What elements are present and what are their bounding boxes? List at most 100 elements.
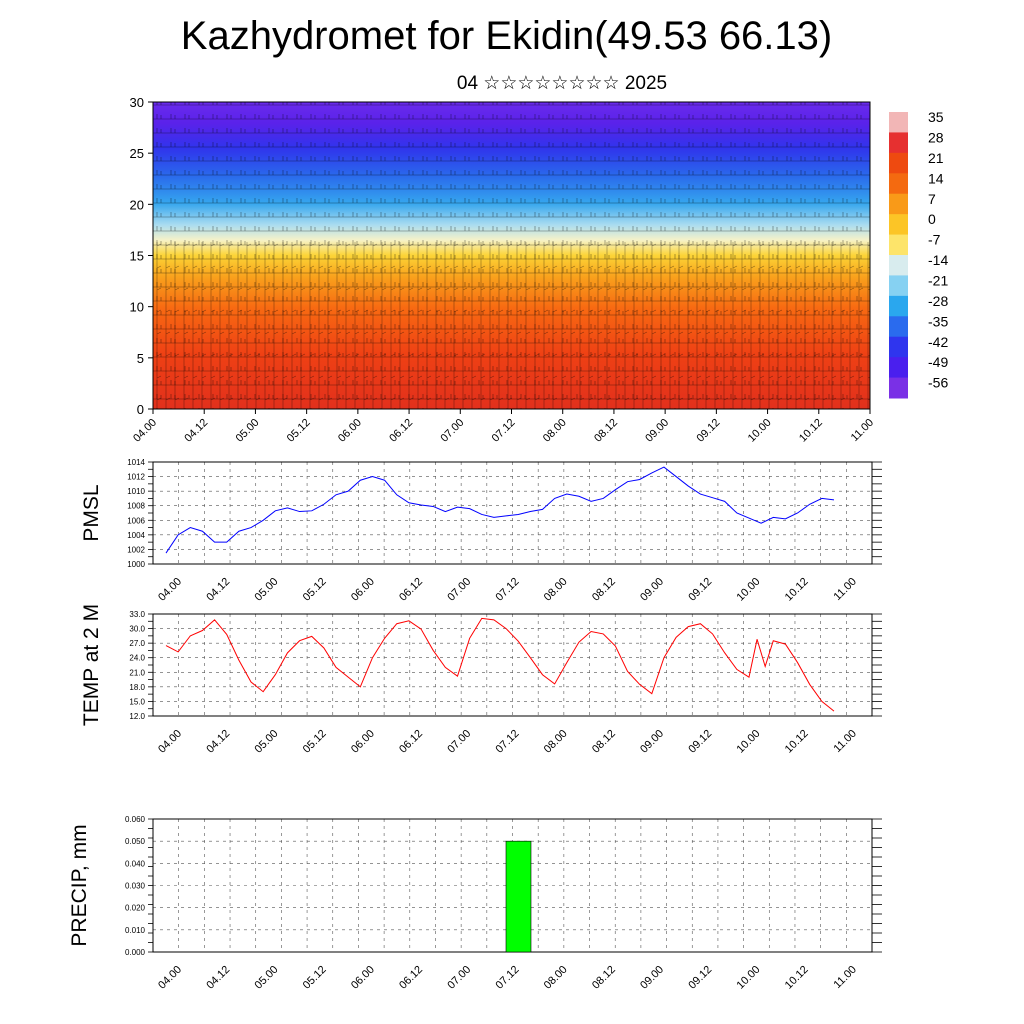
pmsl-ytick-label: 1010: [127, 487, 145, 496]
pmsl-xtick-label: 05.12: [301, 576, 329, 604]
heatmap-ytick-label: 25: [130, 146, 144, 161]
heatmap-ytick-label: 0: [137, 402, 144, 417]
precip-xtick-label: 09.00: [638, 964, 666, 992]
heatmap-xtick-label: 08.00: [541, 417, 569, 445]
colorbar-swatch: [889, 132, 908, 154]
precip-xtick-label: 04.00: [156, 964, 184, 992]
heatmap-xtick-label: 08.12: [592, 417, 620, 445]
colorbar-label: -28: [928, 293, 948, 309]
pmsl-xtick-label: 04.00: [156, 576, 184, 604]
heatmap-xtick-label: 10.12: [797, 417, 825, 445]
pmsl-ytick-label: 1014: [127, 458, 145, 467]
heatmap-ytick-label: 5: [137, 351, 144, 366]
temp-ytick-label: 21.0: [129, 668, 145, 677]
colorbar-swatch: [889, 295, 908, 317]
colorbar-label: -7: [928, 232, 941, 248]
colorbar-label: -35: [928, 313, 948, 329]
colorbar-label: -42: [928, 334, 948, 350]
pmsl-xtick-label: 11.00: [832, 576, 859, 603]
temp-series-line: [165, 617, 835, 712]
temp-xtick-label: 10.00: [735, 728, 763, 756]
colorbar-swatch: [889, 152, 908, 174]
colorbar-label: 28: [928, 130, 944, 146]
precip-xtick-label: 07.12: [494, 964, 522, 992]
heatmap-xtick-label: 09.00: [643, 417, 671, 445]
heatmap-xtick-label: 04.00: [131, 417, 159, 445]
precip-ytick-label: 0.000: [125, 948, 146, 957]
temp-ytick-label: 15.0: [129, 697, 145, 706]
heatmap-xtick-label: 09.12: [695, 417, 723, 445]
colorbar-label: -56: [928, 375, 948, 391]
temp-xtick-label: 09.12: [686, 728, 714, 756]
pmsl-xtick-label: 06.12: [397, 576, 425, 604]
pmsl-xtick-label: 08.00: [542, 576, 570, 604]
colorbar-label: -49: [928, 354, 948, 370]
pmsl-ylabel: PMSL: [80, 484, 103, 541]
precip-ytick-label: 0.060: [125, 815, 146, 824]
colorbar-label: -14: [928, 252, 948, 268]
heatmap-xtick-label: 05.00: [234, 417, 262, 445]
colorbar-label: 21: [928, 150, 944, 166]
pmsl-xtick-label: 09.12: [686, 576, 714, 604]
pmsl-xtick-label: 07.00: [445, 576, 473, 604]
pmsl-xtick-label: 05.00: [253, 576, 281, 604]
colorbar-swatch: [889, 357, 908, 379]
colorbar-swatch: [889, 255, 908, 276]
temp-xtick-label: 05.00: [253, 728, 281, 756]
precip-ytick-label: 0.050: [125, 837, 146, 846]
precip-ytick-label: 0.010: [125, 926, 146, 935]
pmsl-ytick-label: 1012: [127, 473, 145, 482]
colorbar-swatch: [889, 234, 908, 256]
pmsl-xtick-label: 09.00: [638, 576, 666, 604]
pmsl-series-line: [165, 466, 835, 554]
temp-xtick-label: 09.00: [638, 728, 666, 756]
pmsl-xtick-label: 07.12: [494, 576, 522, 604]
temp-xtick-label: 11.00: [832, 728, 859, 755]
temp-ytick-label: 27.0: [129, 639, 145, 648]
pmsl-xtick-label: 04.12: [204, 576, 232, 604]
temp-ytick-label: 30.0: [129, 625, 145, 634]
pmsl-xtick-label: 10.00: [735, 576, 763, 604]
pmsl-ytick-label: 1004: [127, 531, 145, 540]
colorbar-swatch: [889, 316, 908, 338]
colorbar-swatch: [889, 173, 908, 195]
temp-xtick-label: 04.00: [156, 728, 184, 756]
colorbar-label: 0: [928, 211, 936, 227]
temp-xtick-label: 07.12: [494, 728, 522, 756]
heatmap-xtick-label: 05.12: [285, 417, 313, 445]
heatmap-xtick-label: 10.00: [746, 417, 774, 445]
precip-ytick-label: 0.040: [125, 859, 146, 868]
pmsl-xtick-label: 08.12: [590, 576, 618, 604]
precip-xtick-label: 05.00: [253, 964, 281, 992]
pmsl-ytick-label: 1006: [127, 516, 145, 525]
colorbar-swatch: [889, 336, 908, 358]
wind-barbs-overlay-lower: [153, 242, 870, 409]
precip-xtick-label: 06.00: [349, 964, 377, 992]
precip-ytick-label: 0.030: [125, 882, 146, 891]
precip-xtick-label: 04.12: [204, 964, 232, 992]
heatmap-xtick-label: 11.00: [849, 417, 876, 444]
heatmap-xtick-label: 06.12: [387, 417, 415, 445]
pmsl-ytick-label: 1002: [127, 545, 145, 554]
heatmap-ytick-label: 15: [130, 249, 144, 264]
temp-xtick-label: 06.00: [349, 728, 377, 756]
heatmap-xtick-label: 04.12: [182, 417, 210, 445]
precip-xtick-label: 08.12: [590, 964, 618, 992]
chart-title: Kazhydromet for Ekidin(49.53 66.13): [180, 14, 833, 58]
temp-ytick-label: 33.0: [129, 610, 145, 619]
chart-subtitle: 04 ☆☆☆☆☆☆☆☆ 2025: [456, 73, 668, 94]
temp-ytick-label: 18.0: [129, 683, 145, 692]
temp-xtick-label: 10.12: [783, 728, 811, 756]
heatmap-xtick-label: 06.00: [336, 417, 364, 445]
heatmap-ytick-label: 30: [130, 95, 144, 110]
precip-xtick-label: 08.00: [542, 964, 570, 992]
colorbar-swatch: [889, 377, 908, 399]
precip-xtick-label: 11.00: [832, 964, 859, 991]
colorbar-label: 7: [928, 191, 936, 207]
precip-xtick-label: 10.12: [783, 964, 811, 992]
precip-xtick-label: 06.12: [397, 964, 425, 992]
colorbar-label: 35: [928, 109, 944, 125]
precip-xtick-label: 05.12: [301, 964, 329, 992]
precip-bar: [505, 840, 532, 953]
